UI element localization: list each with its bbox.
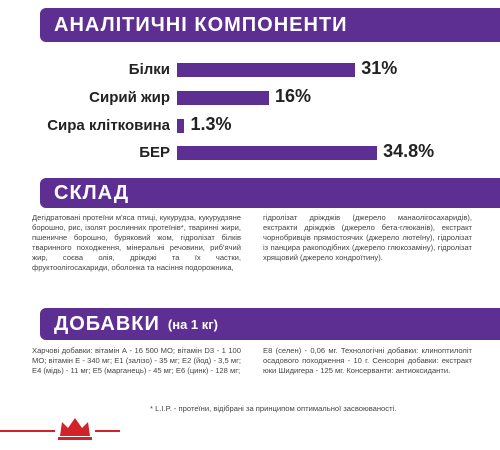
bar [177,146,378,160]
header-subtitle: (на 1 кг) [167,316,219,332]
value-label: 16% [275,86,312,106]
bar-row: Сирий жир 16% [0,84,500,112]
analytics-header: АНАЛІТИЧНІ КОМПОНЕНТИ [40,8,500,42]
category-label: БЕР [139,144,170,161]
text-column: Е8 (селен) - 0,06 мг. Технологічні добав… [263,346,472,375]
footnote: * L.I.P. - протеїни, відібрані за принци… [150,404,397,413]
category-label: Сира клітковина [47,117,170,134]
value-label: 1.3% [190,114,232,134]
category-label: Білки [128,61,170,78]
bar-row: БЕР 34.8% [0,139,500,167]
text-column: Харчові добавки: вітамін А - 16 500 МО; … [32,346,241,375]
value-label: 34.8% [383,141,435,161]
bar-row: Білки 31% [0,56,500,84]
bar [177,119,185,133]
composition-header: СКЛАД [40,178,500,208]
bar-row: Сира клітковина 1.3% [0,112,500,140]
logo-crown [60,418,90,436]
header-title: АНАЛІТИЧНІ КОМПОНЕНТИ [54,13,348,36]
bar [177,91,269,105]
text-column: Дегідратовані протеїни м'яса птиці, куку… [32,213,241,272]
bar [177,63,356,77]
composition-text: Дегідратовані протеїни м'яса птиці, куку… [32,213,472,273]
logo [0,418,120,440]
text-column: гідролізат дріжджів (джерело манаолігоса… [263,213,472,262]
logo-base [58,437,92,440]
additives-header: ДОБАВКИ (на 1 кг) [40,308,500,340]
additives-text: Харчові добавки: вітамін А - 16 500 МО; … [32,346,472,376]
header-title: ДОБАВКИ [54,312,160,335]
header-title: СКЛАД [54,181,130,204]
value-label: 31% [361,58,398,78]
category-label: Сирий жир [89,89,170,106]
